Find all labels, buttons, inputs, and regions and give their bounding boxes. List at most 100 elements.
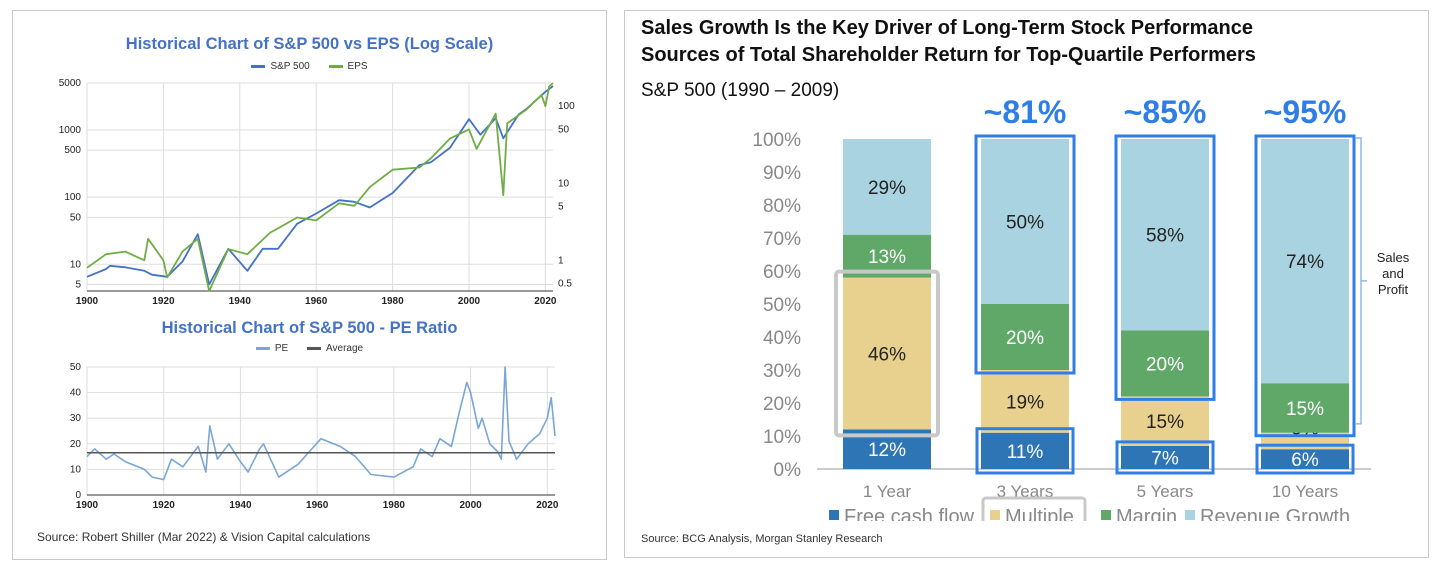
legend-log: S&P 500 EPS [13, 61, 606, 72]
y-right-tick-label: 10 [558, 178, 570, 189]
y-right-tick-label: 0.5 [558, 279, 572, 290]
y-tick-label: 10% [763, 427, 801, 448]
x-tick-label: 2000 [459, 500, 482, 511]
y-tick-label: 0% [774, 460, 802, 481]
legend-swatch-pe [255, 346, 270, 350]
y-tick-label: 90% [763, 163, 801, 184]
bar-margin-10-years [1261, 383, 1349, 433]
legend-swatch-margin [1101, 510, 1111, 520]
data-label: 46% [868, 345, 906, 366]
y-tick-label: 50% [763, 295, 801, 316]
x-tick-label: 1940 [229, 296, 252, 307]
y-left-tick-label: 5000 [59, 78, 82, 89]
y-right-tick-label: 50 [558, 124, 570, 135]
log-chart: 1900 1920 1940 1960 1980 2000 2020 5 10 50 100 500 1… [59, 78, 575, 307]
data-label: 6% [1291, 450, 1319, 471]
bar-free-cash-flow-10-years [1261, 449, 1349, 469]
bar-free-cash-flow-5-years [1121, 445, 1209, 469]
annotation-81: ~81% [984, 94, 1067, 130]
data-label: 15% [1286, 399, 1324, 420]
y-left-tick-label: 1000 [59, 125, 82, 136]
y-left-tick-label: 50 [70, 212, 82, 223]
y-tick-label: 20% [763, 394, 801, 415]
bracket-label-line: and [1382, 266, 1404, 281]
chart-title-pe: Historical Chart of S&P 500 - PE Ratio [161, 319, 458, 337]
series-line-eps [86, 82, 554, 292]
data-label: 20% [1146, 354, 1184, 375]
data-label: 11% [1007, 442, 1044, 463]
right-panel: Sales Growth Is the Key Driver of Long-T… [624, 10, 1429, 558]
legend-item-sp500: S&P 500 [251, 61, 310, 72]
x-tick-label: 1900 [76, 296, 99, 307]
x-tick-label: 1960 [305, 296, 328, 307]
y-tick-label: 0 [75, 490, 81, 501]
legend-pe: PE Average [13, 343, 606, 354]
bar-margin-3-years [981, 304, 1069, 370]
legend-item-eps: EPS [328, 61, 368, 72]
y-tick-label: 30% [763, 361, 801, 382]
x-tick-label: 1980 [381, 296, 404, 307]
legend-item-pe: PE [255, 343, 289, 354]
x-tick-label: 1 Year [863, 482, 912, 501]
right-source: Source: BCG Analysis, Morgan Stanley Res… [641, 533, 883, 545]
right-title-line1: Sales Growth Is the Key Driver of Long-T… [641, 17, 1254, 39]
x-tick-label: 1960 [306, 500, 329, 511]
legend-label-average: Average [326, 343, 364, 354]
y-tick-label: 70% [763, 229, 801, 250]
data-label: 15% [1146, 412, 1184, 433]
y-left-tick-label: 10 [70, 259, 82, 270]
legend-label-sp500: S&P 500 [270, 61, 310, 72]
legend-label-revenue-growth: Revenue Growth [1200, 506, 1350, 521]
data-label: 29% [868, 178, 906, 199]
y-right-tick-label: 100 [558, 101, 575, 112]
legend-label-pe: PE [274, 343, 289, 354]
y-right-tick-label: 1 [558, 255, 564, 266]
highlight-box-top-3-years [974, 134, 1076, 375]
x-tick-label: 1920 [152, 296, 175, 307]
y-tick-label: 30 [70, 413, 82, 424]
y-tick-label: 40% [763, 328, 801, 349]
y-tick-label: 10 [70, 464, 82, 475]
y-right-tick-label: 5 [558, 201, 564, 212]
x-tick-label: 5 Years [1137, 482, 1194, 501]
highlight-box-fcf-5-years [1115, 440, 1215, 475]
highlight-box-top-5-years [1114, 134, 1216, 401]
x-tick-label: 1980 [383, 500, 406, 511]
bar-multiple-5-years [1121, 396, 1209, 446]
x-tick-label: 2000 [458, 296, 481, 307]
bracket-label-line: Sales [1377, 250, 1410, 265]
x-tick-label: 10 Years [1272, 482, 1338, 501]
x-tick-label: 1900 [76, 500, 99, 511]
data-label: 12% [868, 440, 906, 461]
legend-label-margin: Margin [1116, 506, 1177, 521]
y-tick-label: 20 [70, 439, 82, 450]
annotation-85: ~85% [1124, 94, 1207, 130]
x-tick-label: 2020 [534, 296, 557, 307]
data-label: 74% [1286, 252, 1324, 273]
data-label: 13% [868, 247, 906, 268]
data-label: 50% [1006, 213, 1044, 234]
series-line-pe [86, 366, 556, 481]
legend-label-eps: EPS [347, 61, 368, 72]
legend-swatch-average [307, 346, 322, 350]
legend-label-multiple: Multiple [1005, 506, 1074, 521]
y-tick-label: 60% [763, 262, 801, 283]
legend-swatch-revenue-growth [1185, 510, 1195, 520]
y-left-tick-label: 100 [64, 192, 81, 203]
y-left-tick-label: 500 [64, 145, 81, 156]
legend-swatch-multiple [990, 510, 1000, 520]
legend-highlight-multiple [981, 496, 1087, 521]
y-left-tick-label: 5 [75, 279, 81, 290]
x-tick-label: 3 Years [997, 482, 1054, 501]
highlight-box-fcf-10-years [1255, 443, 1355, 475]
y-tick-label: 80% [763, 196, 801, 217]
data-label: 58% [1146, 226, 1184, 247]
bar-revenue-growth-1-year [843, 139, 931, 235]
y-tick-label: 40 [70, 388, 82, 399]
x-tick-label: 1940 [229, 500, 252, 511]
bar-revenue-growth-10-years [1261, 139, 1349, 384]
bracket-sales-profit [1355, 137, 1362, 425]
bar-margin-5-years [1121, 330, 1209, 397]
legend-item-average: Average [307, 343, 363, 354]
bar-revenue-growth-3-years [981, 139, 1069, 304]
